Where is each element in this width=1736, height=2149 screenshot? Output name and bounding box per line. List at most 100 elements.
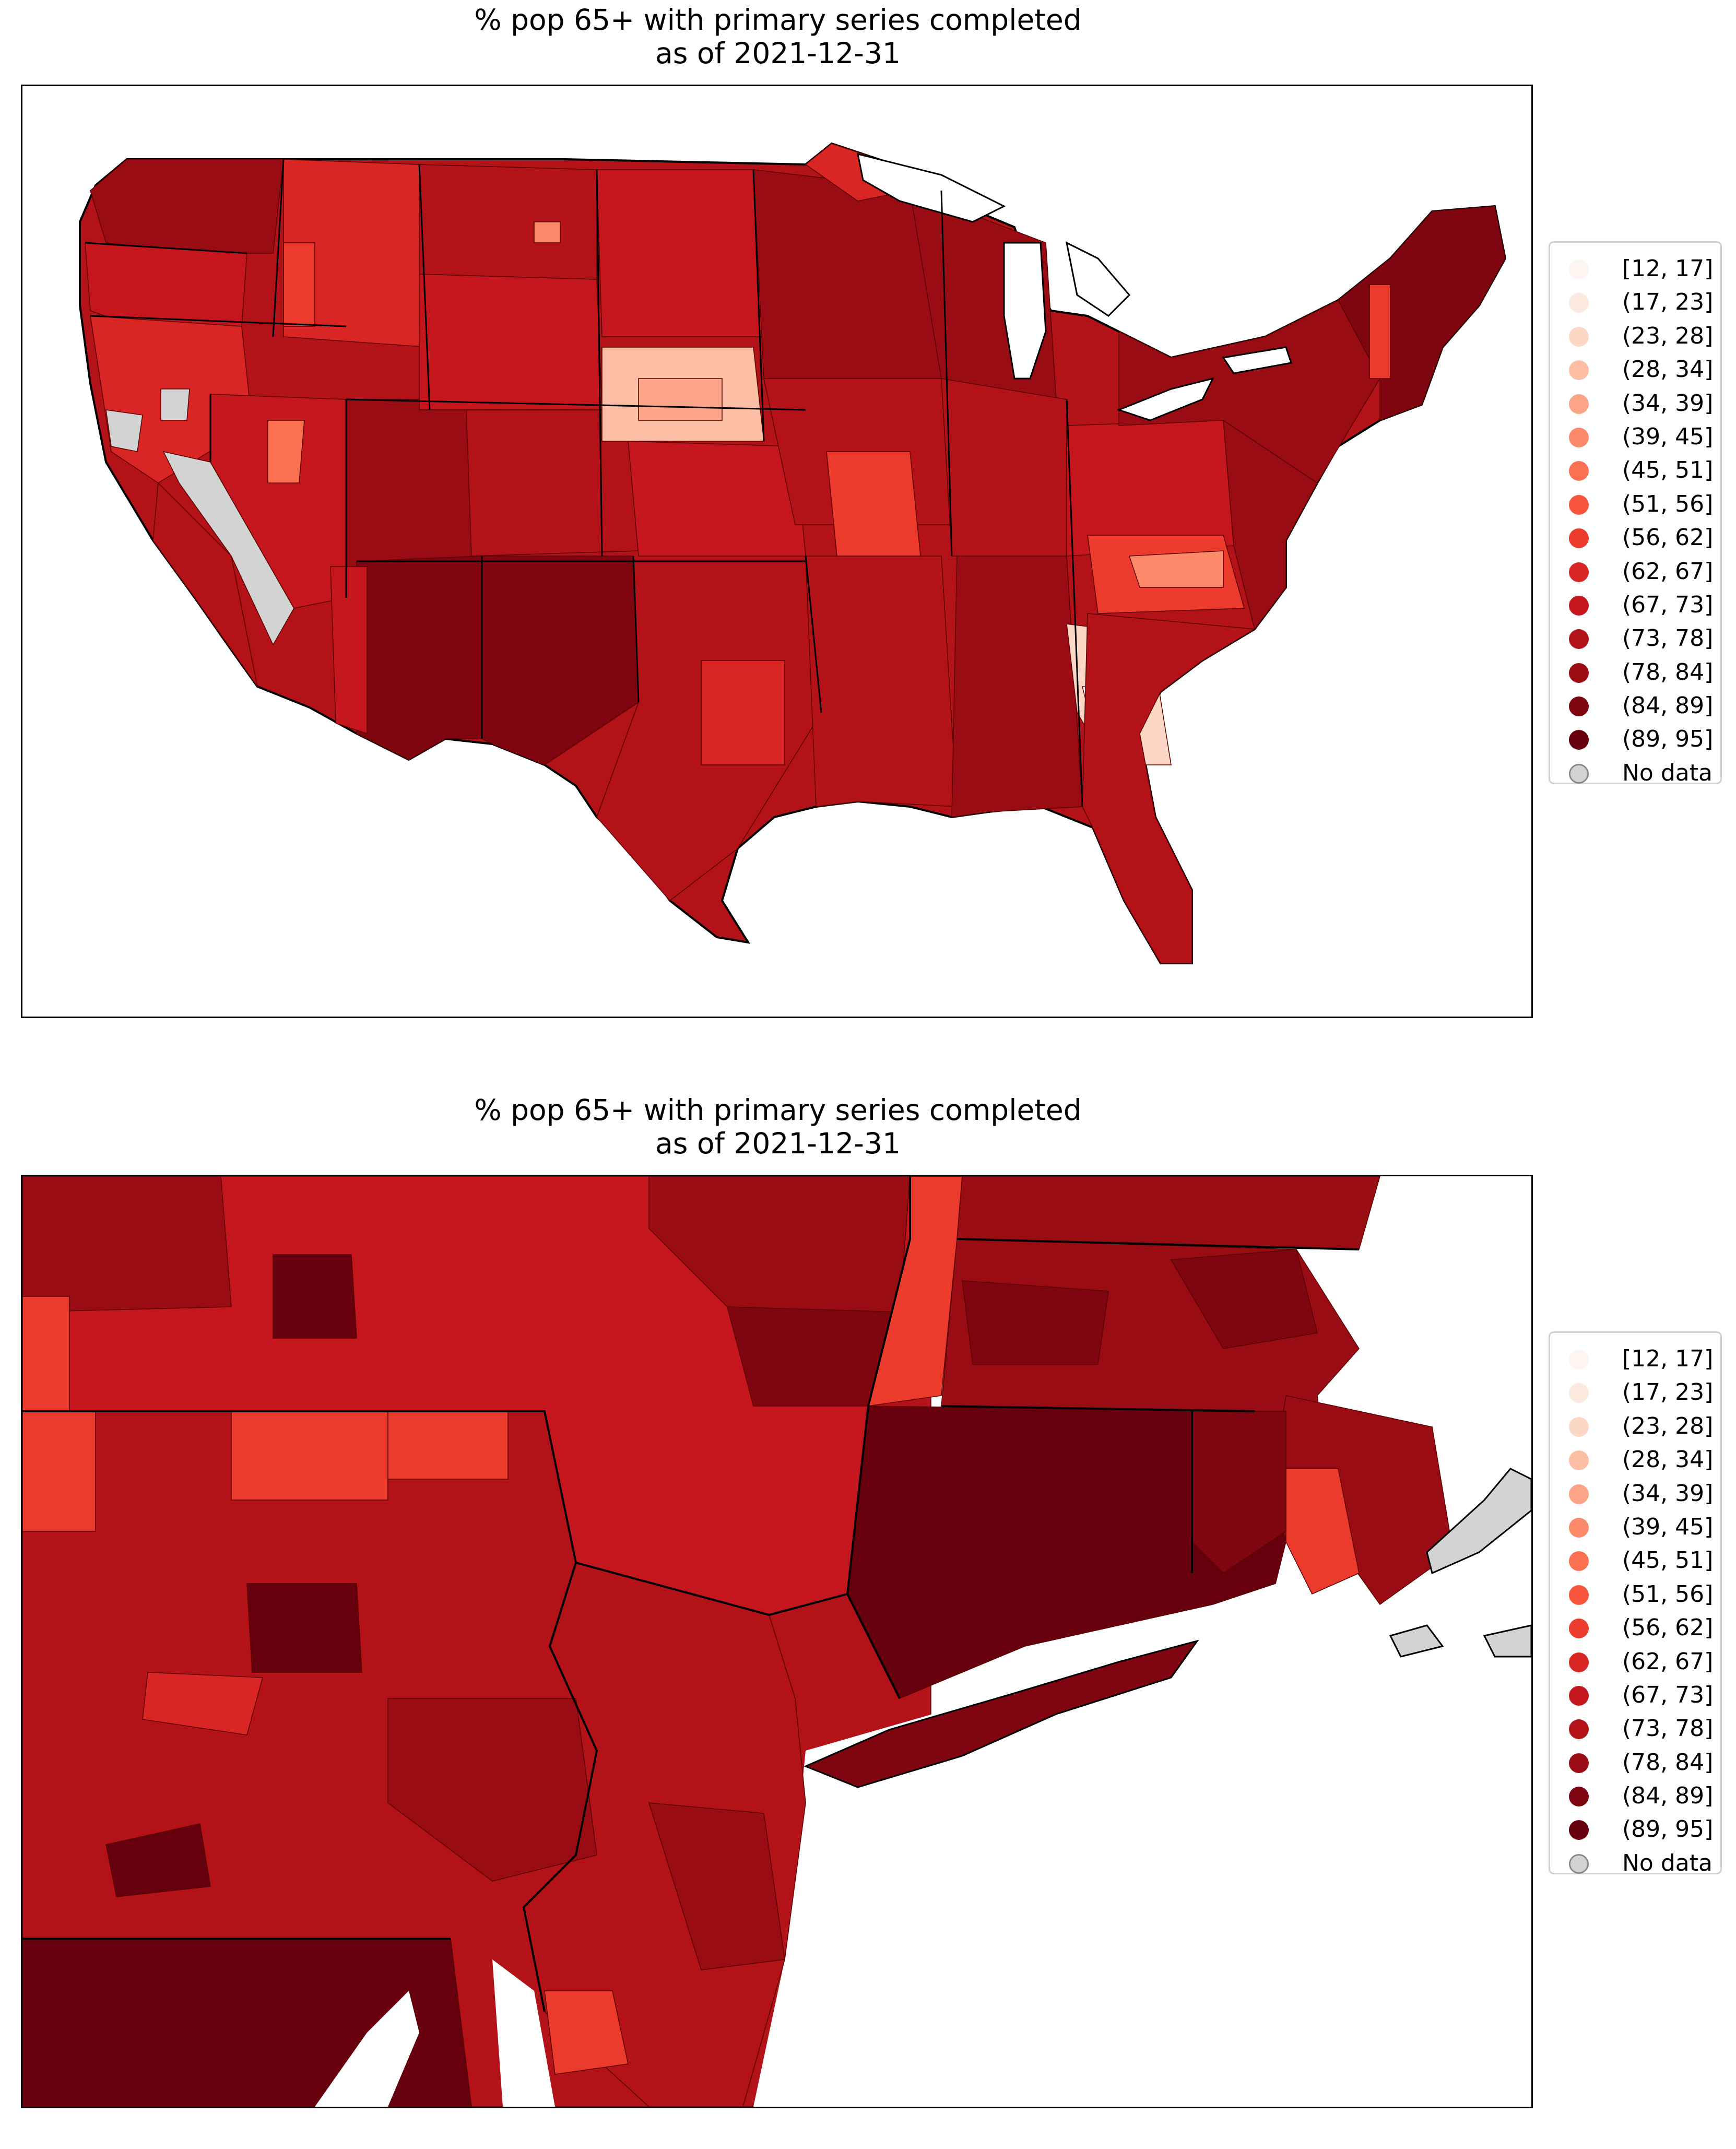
legend-label: (78, 84] [1622, 1749, 1714, 1776]
legend-item: (56, 62] [1550, 521, 1720, 554]
legend-item: (89, 95] [1550, 723, 1720, 756]
legend-swatch [1569, 259, 1589, 279]
legend-label: (73, 78] [1622, 1715, 1714, 1742]
legend-item: (51, 56] [1550, 1578, 1720, 1611]
legend-swatch [1569, 1450, 1589, 1471]
legend-swatch [1569, 394, 1589, 414]
northeast-map [22, 1176, 1531, 2107]
legend-item: No data [1550, 757, 1720, 790]
legend-item: [12, 17] [1550, 1342, 1720, 1376]
legend-swatch [1569, 461, 1589, 481]
legend-item: (45, 51] [1550, 454, 1720, 487]
legend-label: (84, 89] [1622, 692, 1714, 719]
legend-label: (23, 28] [1622, 322, 1714, 349]
legend-item: (45, 51] [1550, 1544, 1720, 1577]
legend-label: (62, 67] [1622, 558, 1714, 585]
legend-item: (67, 73] [1550, 1679, 1720, 1712]
map-title-line2: as of 2021-12-31 [655, 37, 901, 70]
legend-label: (39, 45] [1622, 1513, 1714, 1540]
legend-swatch [1569, 1517, 1589, 1538]
legend-label: (89, 95] [1622, 1816, 1714, 1843]
legend-swatch [1569, 1619, 1589, 1639]
legend-item: (17, 23] [1550, 286, 1720, 319]
legend-label: No data [1622, 759, 1713, 786]
legend-label: (89, 95] [1622, 726, 1714, 753]
legend-swatch [1569, 1685, 1589, 1706]
legend-item: (84, 89] [1550, 689, 1720, 723]
legend-label: (45, 51] [1622, 1547, 1714, 1574]
legend-label: (28, 34] [1622, 1446, 1714, 1473]
legend-swatch [1569, 562, 1589, 582]
legend-label: (51, 56] [1622, 490, 1714, 517]
legend-item: (73, 78] [1550, 622, 1720, 655]
legend-swatch [1569, 360, 1589, 381]
legend-label: (34, 39] [1622, 389, 1714, 417]
legend-label: (78, 84] [1622, 658, 1714, 686]
legend-item: (51, 56] [1550, 488, 1720, 521]
legend-label: (73, 78] [1622, 625, 1714, 652]
legend-item: (78, 84] [1550, 1746, 1720, 1779]
ne-state-borders [22, 1176, 1360, 2012]
legend-item: (39, 45] [1550, 1510, 1720, 1544]
legend-item: (34, 39] [1550, 1477, 1720, 1510]
us-map-panel: % pop 65+ with primary series completed … [0, 0, 1736, 1059]
legend-label: (34, 39] [1622, 1480, 1714, 1507]
legend-item: No data [1550, 1847, 1720, 1880]
legend-label: (28, 34] [1622, 356, 1714, 383]
legend-item: (62, 67] [1550, 555, 1720, 588]
legend-item: (73, 78] [1550, 1712, 1720, 1745]
legend-label: (45, 51] [1622, 457, 1714, 484]
legend-item: (28, 34] [1550, 353, 1720, 386]
legend-swatch [1569, 1652, 1589, 1672]
state-borders [85, 159, 1083, 807]
ne-landmass [22, 1176, 1531, 2107]
legend-label: (84, 89] [1622, 1782, 1714, 1810]
legend-label: (17, 23] [1622, 289, 1714, 316]
legend-item: [12, 17] [1550, 252, 1720, 286]
map-title-line1: % pop 65+ with primary series completed [474, 1093, 1082, 1127]
legend-label: No data [1622, 1849, 1713, 1876]
legend-item: (78, 84] [1550, 656, 1720, 689]
legend-swatch [1569, 1383, 1589, 1403]
legend-swatch [1569, 528, 1589, 549]
legend-item: (34, 39] [1550, 387, 1720, 420]
legend-label: (67, 73] [1622, 591, 1714, 618]
map-title-line2: as of 2021-12-31 [655, 1127, 901, 1160]
us-map-legend: [12, 17] (17, 23] (23, 28] (28, 34] (34,… [1549, 241, 1722, 786]
legend-swatch [1569, 1753, 1589, 1773]
legend-label: [12, 17] [1622, 1345, 1714, 1372]
us-regions [85, 143, 1506, 964]
legend-item: (39, 45] [1550, 420, 1720, 454]
legend-swatch [1569, 663, 1589, 683]
map-title: % pop 65+ with primary series completed … [0, 1093, 1556, 1160]
legend-item: (28, 34] [1550, 1443, 1720, 1477]
legend-swatch [1569, 1416, 1589, 1437]
legend-item: (56, 62] [1550, 1611, 1720, 1645]
legend-swatch [1569, 427, 1589, 447]
legend-swatch [1569, 1820, 1589, 1840]
northeast-map-panel: % pop 65+ with primary series completed … [0, 1090, 1736, 2149]
legend-item: (84, 89] [1550, 1779, 1720, 1813]
legend-item: (67, 73] [1550, 588, 1720, 622]
legend-label: (17, 23] [1622, 1379, 1714, 1406]
legend-swatch [1569, 494, 1589, 515]
legend-swatch [1569, 1787, 1589, 1807]
legend-item: (23, 28] [1550, 1410, 1720, 1443]
legend-label: (56, 62] [1622, 1614, 1714, 1642]
legend-swatch [1569, 326, 1589, 347]
northeast-map-frame [21, 1175, 1533, 2108]
legend-item: (23, 28] [1550, 320, 1720, 353]
us-map-frame [21, 85, 1533, 1018]
legend-item: (89, 95] [1550, 1813, 1720, 1846]
legend-swatch [1569, 1484, 1589, 1504]
legend-swatch [1569, 595, 1589, 616]
great-lakes [857, 152, 1292, 421]
legend-swatch [1569, 696, 1589, 717]
legend-label: (39, 45] [1622, 423, 1714, 450]
northeast-map-legend: [12, 17] (17, 23] (23, 28] (28, 34] (34,… [1549, 1331, 1722, 1876]
legend-swatch [1569, 1719, 1589, 1740]
map-title: % pop 65+ with primary series completed … [0, 3, 1556, 70]
legend-swatch [1569, 293, 1589, 313]
map-title-line1: % pop 65+ with primary series completed [474, 3, 1082, 37]
legend-label: (67, 73] [1622, 1681, 1714, 1708]
